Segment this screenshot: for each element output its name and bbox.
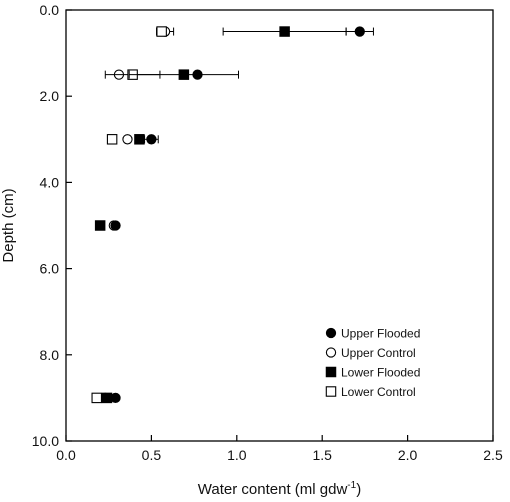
y-tick-label: 10.0: [32, 433, 59, 449]
legend-label: Lower Control: [341, 385, 416, 399]
upper-flooded-point: [192, 69, 203, 80]
upper-flooded-point: [146, 134, 157, 145]
legend: Upper Flooded Upper Control Lower Flooded L…: [325, 327, 420, 399]
x-axis-label: Water content (ml gdw-1): [198, 480, 361, 498]
lower-control-point: [91, 392, 102, 404]
x-tick-label: 0.5: [142, 447, 162, 463]
y-tick-label: 4.0: [40, 174, 60, 190]
x-tick-label: 1.0: [227, 447, 247, 463]
legend-marker: [325, 347, 337, 358]
x-axis-label-close: ): [356, 481, 361, 498]
x-tick-label: 1.5: [312, 447, 332, 463]
y-tick-label: 8.0: [40, 347, 60, 363]
lower-flooded-point: [101, 392, 113, 404]
lower-flooded-point: [134, 134, 145, 145]
lower-control-point: [156, 26, 167, 37]
y-axis: 0.0 2.0 4.0 6.0 8.0 10.0: [32, 2, 72, 449]
legend-marker: [325, 327, 337, 339]
upper-control-point: [122, 134, 133, 145]
upper-flooded-point: [354, 26, 365, 37]
legend-label: Upper Flooded: [341, 327, 420, 341]
lower-flooded-point: [279, 26, 290, 37]
legend-label: Lower Flooded: [341, 366, 420, 380]
lower-flooded-point: [178, 69, 190, 80]
x-axis: 0.0 0.5 1.0 1.5 2.0 2.5: [56, 435, 503, 463]
upper-flooded-point: [110, 220, 121, 231]
lower-control-point: [106, 134, 118, 145]
y-tick-label: 0.0: [40, 2, 60, 18]
x-tick-label: 2.0: [398, 447, 418, 463]
legend-marker: [325, 386, 337, 397]
y-tick-label: 2.0: [40, 88, 60, 104]
plot-area-frame: [65, 9, 494, 442]
legend-marker: [325, 366, 337, 378]
y-tick-label: 6.0: [40, 261, 60, 277]
data-marks: [91, 26, 374, 404]
x-tick-label: 0.0: [56, 447, 76, 463]
x-tick-label: 2.5: [483, 447, 503, 463]
y-axis-label: Depth (cm): [0, 188, 17, 262]
legend-label: Upper Control: [341, 346, 416, 360]
upper-flooded-point: [110, 392, 121, 404]
lower-flooded-point: [94, 220, 106, 231]
x-axis-label-superscript: -1: [347, 480, 356, 491]
